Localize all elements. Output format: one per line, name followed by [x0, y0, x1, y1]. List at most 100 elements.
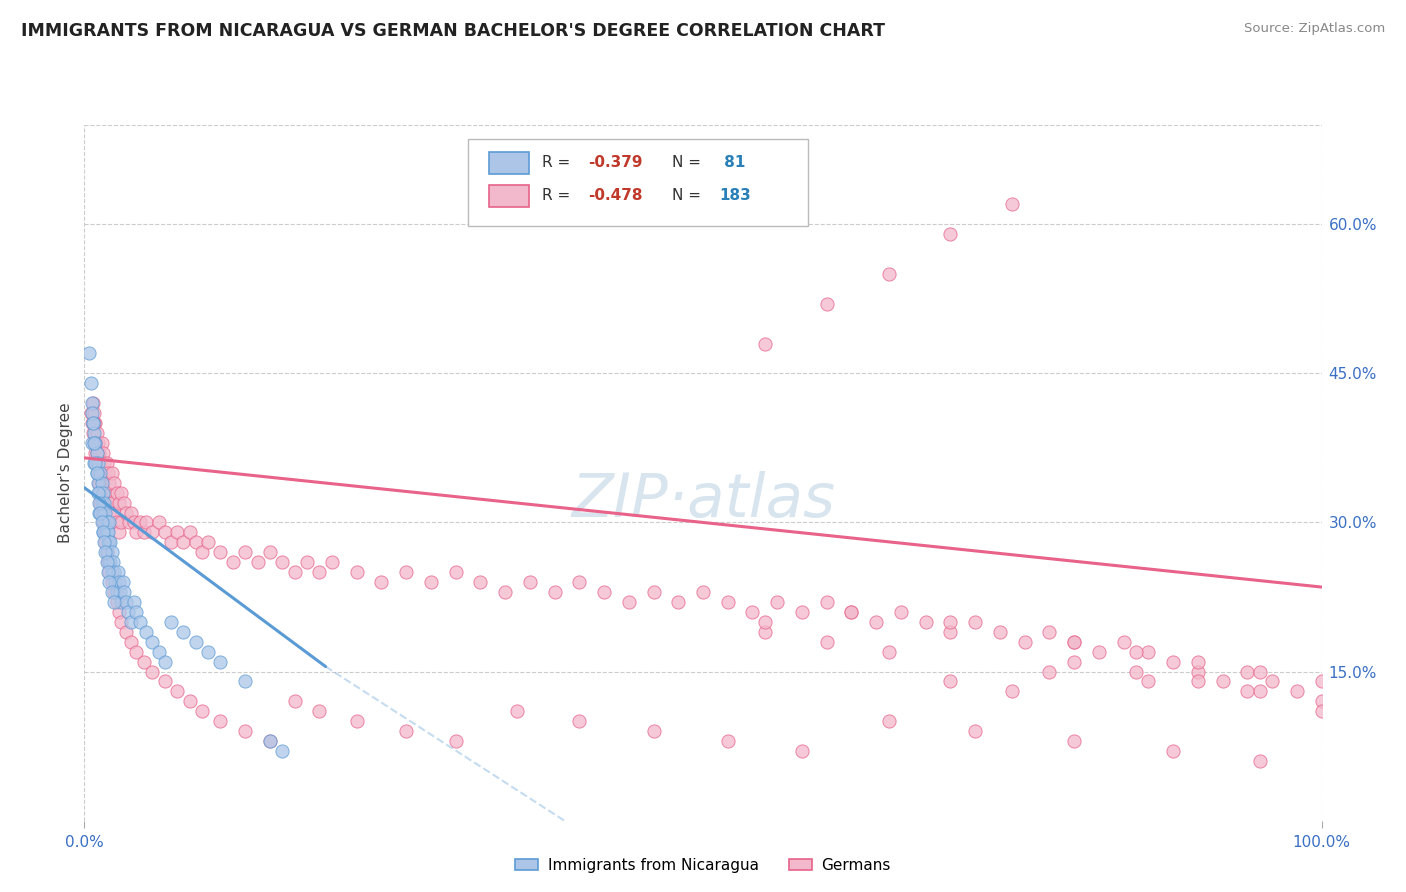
Point	[259, 734, 281, 748]
Point	[98, 475, 121, 490]
Point	[125, 605, 148, 619]
Point	[118, 516, 141, 530]
Point	[89, 475, 111, 490]
Point	[543, 585, 565, 599]
Point	[98, 575, 121, 590]
Point	[80, 416, 103, 430]
Point	[815, 595, 838, 609]
Point	[939, 227, 962, 242]
Point	[111, 575, 134, 590]
Point	[110, 615, 132, 629]
Point	[98, 555, 121, 569]
Point	[110, 585, 132, 599]
Point	[939, 615, 962, 629]
Point	[100, 575, 122, 590]
Point	[141, 665, 163, 679]
Point	[108, 495, 131, 509]
Point	[841, 605, 863, 619]
Point	[97, 535, 120, 549]
Point	[1187, 674, 1209, 689]
Point	[965, 615, 987, 629]
Point	[877, 645, 900, 659]
Point	[91, 446, 114, 460]
Point	[141, 634, 163, 648]
Legend: Immigrants from Nicaragua, Germans: Immigrants from Nicaragua, Germans	[509, 852, 897, 880]
Point	[470, 575, 492, 590]
Point	[1088, 645, 1111, 659]
Point	[82, 396, 104, 410]
Point	[890, 605, 912, 619]
Point	[179, 525, 201, 540]
Point	[120, 506, 142, 520]
Point	[115, 595, 138, 609]
Point	[97, 555, 120, 569]
Point	[90, 495, 112, 509]
Point	[103, 595, 125, 609]
Text: 81: 81	[718, 155, 745, 170]
Text: R =: R =	[543, 155, 575, 170]
Point	[91, 506, 114, 520]
Point	[153, 525, 176, 540]
Point	[90, 475, 112, 490]
Point	[89, 475, 111, 490]
Point	[98, 565, 121, 579]
Point	[79, 376, 101, 391]
Point	[191, 704, 214, 718]
Point	[115, 506, 138, 520]
Point	[80, 396, 103, 410]
Point	[94, 466, 117, 480]
Point	[97, 495, 120, 509]
Point	[97, 466, 120, 480]
Point	[643, 724, 665, 739]
Point	[666, 595, 689, 609]
Point	[209, 714, 232, 729]
Point	[444, 565, 467, 579]
Point	[717, 734, 740, 748]
Point	[97, 565, 120, 579]
Point	[103, 585, 125, 599]
Point	[1125, 665, 1147, 679]
Point	[86, 456, 108, 470]
Point	[166, 684, 188, 698]
Point	[115, 624, 138, 639]
Point	[939, 674, 962, 689]
Point	[1310, 704, 1333, 718]
Point	[1137, 645, 1160, 659]
Point	[103, 475, 125, 490]
Point	[132, 525, 155, 540]
Point	[86, 466, 108, 480]
Point	[105, 516, 128, 530]
Point	[965, 724, 987, 739]
Point	[84, 436, 107, 450]
Point	[89, 495, 111, 509]
Point	[110, 595, 132, 609]
Point	[103, 565, 125, 579]
Point	[1161, 655, 1184, 669]
Point	[112, 495, 135, 509]
Point	[1137, 674, 1160, 689]
Point	[89, 456, 111, 470]
Point	[1161, 744, 1184, 758]
Point	[246, 555, 269, 569]
Point	[153, 655, 176, 669]
Point	[83, 416, 105, 430]
Point	[91, 485, 114, 500]
Point	[135, 624, 157, 639]
Point	[395, 724, 418, 739]
Point	[233, 724, 256, 739]
Point	[815, 634, 838, 648]
Point	[617, 595, 640, 609]
Point	[90, 506, 112, 520]
Point	[87, 466, 110, 480]
Point	[172, 535, 194, 549]
Point	[259, 545, 281, 559]
Text: Source: ZipAtlas.com: Source: ZipAtlas.com	[1244, 22, 1385, 36]
Point	[1001, 684, 1024, 698]
Point	[101, 555, 124, 569]
Point	[98, 555, 121, 569]
Point	[1261, 674, 1284, 689]
Point	[82, 425, 104, 440]
Point	[83, 456, 105, 470]
Point	[89, 506, 111, 520]
FancyBboxPatch shape	[489, 152, 529, 174]
